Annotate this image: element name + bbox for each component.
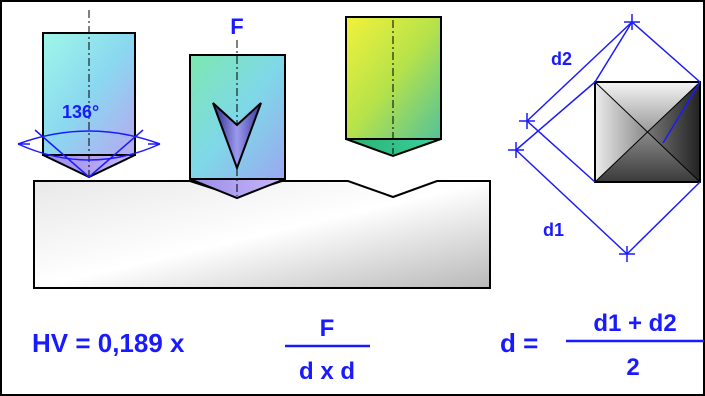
hv-formula-lhs: HV = 0,189 x bbox=[32, 328, 185, 358]
d-formula-lhs: d = bbox=[500, 328, 538, 358]
hv-formula-numerator: F bbox=[320, 315, 335, 342]
hv-formula-denominator: d x d bbox=[299, 358, 355, 385]
force-arrow-icon bbox=[212, 102, 262, 171]
d-formula-denominator: 2 bbox=[626, 354, 639, 381]
d-formula: d = d1 + d2 2 bbox=[500, 310, 704, 381]
force-label: F bbox=[230, 14, 243, 39]
d1-label: d1 bbox=[543, 220, 564, 240]
specimen-block bbox=[33, 180, 491, 289]
indenter-left: 136° bbox=[17, 10, 161, 179]
indenter-middle: F bbox=[189, 14, 286, 200]
indenter-right bbox=[345, 16, 442, 158]
angle-label: 136° bbox=[62, 102, 99, 122]
d2-label: d2 bbox=[551, 49, 572, 69]
d-formula-numerator: d1 + d2 bbox=[593, 310, 676, 337]
diagonal-dimension-lines bbox=[508, 14, 701, 262]
hv-formula: HV = 0,189 x F d x d bbox=[32, 315, 370, 385]
square-indentation-icon bbox=[594, 81, 701, 183]
